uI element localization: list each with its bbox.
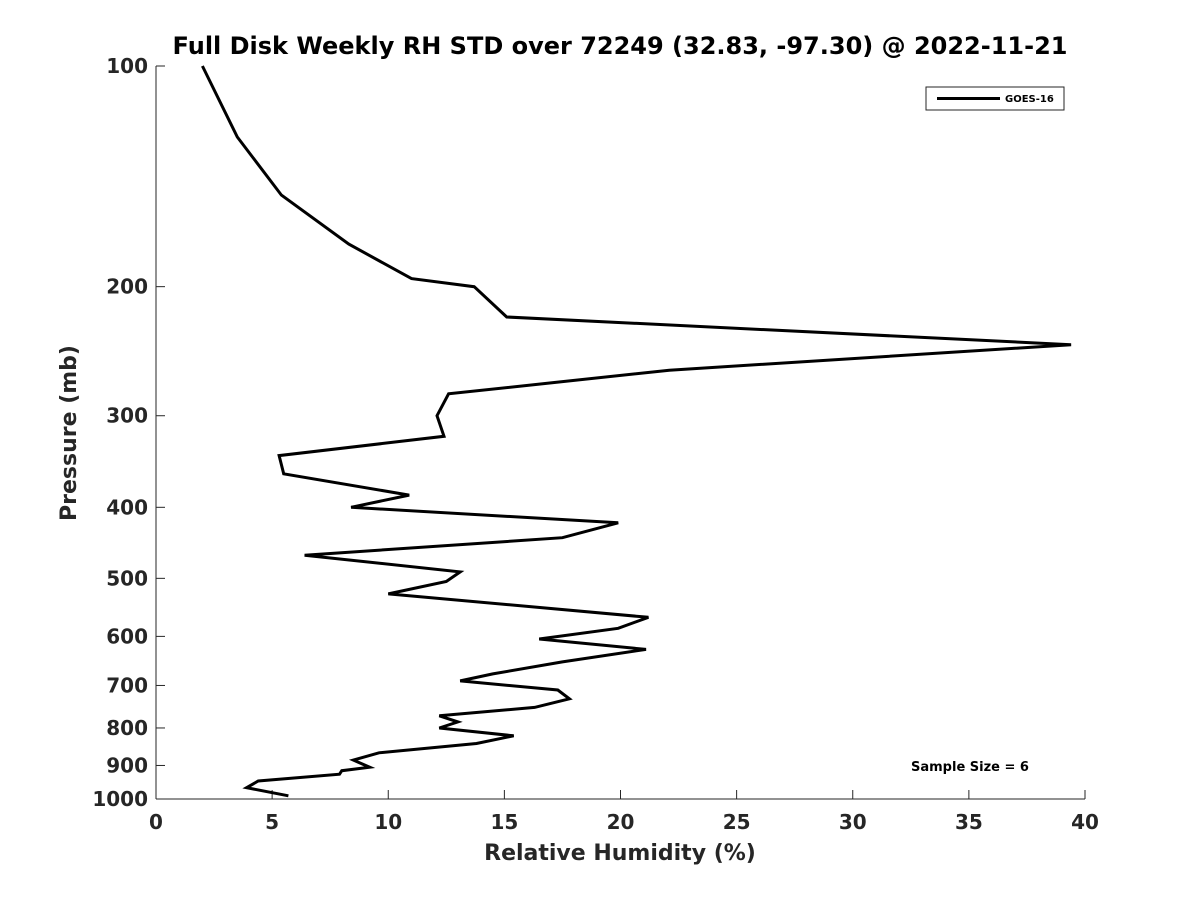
- y-tick-label: 100: [106, 54, 148, 78]
- x-tick-label: 0: [149, 810, 163, 834]
- series-layer: [201, 65, 1072, 798]
- y-tick-label: 600: [106, 624, 148, 648]
- x-tick-label: 40: [1071, 810, 1099, 834]
- x-tick-label: 35: [955, 810, 983, 834]
- x-tick-label: 10: [374, 810, 402, 834]
- y-tick-label: 300: [106, 404, 148, 428]
- legend-label-goes-16: GOES-16: [1005, 94, 1054, 105]
- legend: GOES-16: [925, 86, 1065, 111]
- sample-size-annotation: Sample Size = 6: [911, 760, 1029, 775]
- y-axis: 100 200 300 400 500 600 700 800 900 1000: [92, 54, 165, 811]
- y-tick-label: 200: [106, 275, 148, 299]
- x-tick-label: 25: [723, 810, 751, 834]
- x-axis: 0 5 10 15 20 25 30 35 40: [149, 790, 1099, 834]
- y-tick-label: 800: [106, 716, 148, 740]
- series-line-goes-16: [201, 65, 1072, 798]
- x-tick-label: 5: [265, 810, 279, 834]
- y-tick-label: 700: [106, 673, 148, 697]
- x-axis-label: Relative Humidity (%): [484, 841, 756, 866]
- x-tick-label: 15: [490, 810, 518, 834]
- y-tick-label: 400: [106, 495, 148, 519]
- y-tick-label: 500: [106, 566, 148, 590]
- y-tick-label: 900: [106, 753, 148, 777]
- chart-title: Full Disk Weekly RH STD over 72249 (32.8…: [173, 32, 1068, 60]
- y-axis-label: Pressure (mb): [57, 345, 82, 521]
- x-tick-label: 20: [607, 810, 635, 834]
- y-tick-label: 1000: [92, 787, 148, 811]
- x-tick-label: 30: [839, 810, 867, 834]
